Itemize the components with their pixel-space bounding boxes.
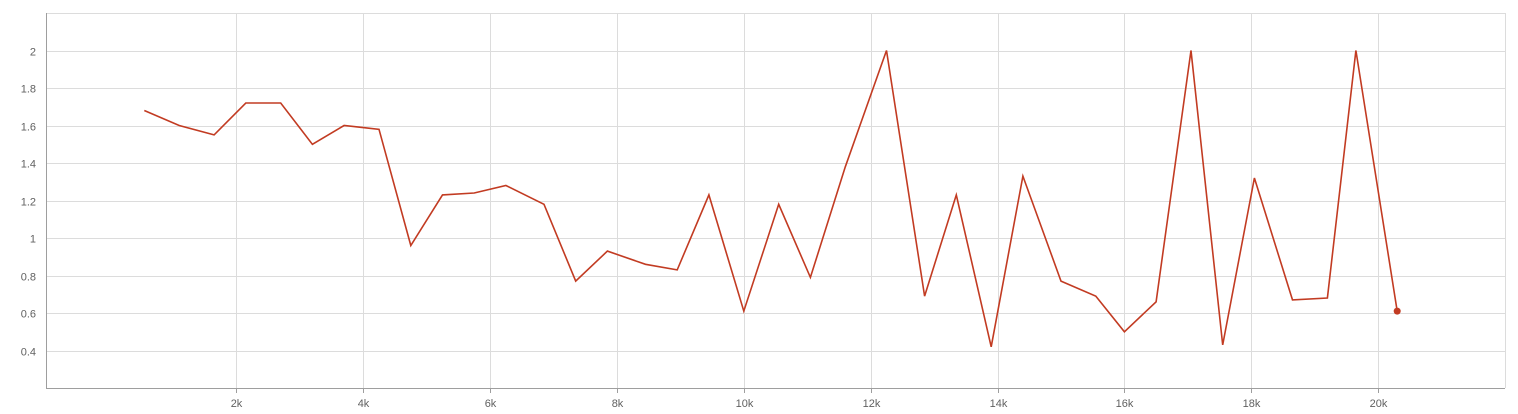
x-tick-label: 20k <box>1370 398 1388 410</box>
x-tick-label: 6k <box>485 398 497 410</box>
series-line <box>143 50 1398 347</box>
x-tick-label: 14k <box>990 398 1008 410</box>
x-tick-label: 4k <box>358 398 370 410</box>
grid <box>46 13 1506 388</box>
y-tick-label: 0.6 <box>21 309 36 321</box>
y-tick-label: 1.8 <box>21 84 36 96</box>
axes <box>46 13 1505 393</box>
x-tick-label: 10k <box>736 398 754 410</box>
last-point-marker <box>1393 307 1401 315</box>
y-tick-label: 2 <box>30 47 36 59</box>
y-tick-label: 0.4 <box>21 347 36 359</box>
x-tick-label: 2k <box>231 398 243 410</box>
y-tick-label: 1.2 <box>21 197 36 209</box>
x-tick-label: 12k <box>863 398 881 410</box>
x-tick-label: 16k <box>1116 398 1134 410</box>
y-tick-label: 0.8 <box>21 272 36 284</box>
tick-labels: 0.4 0.6 0.8 1 1.2 1.4 1.6 1.8 2 2k 4k 6k 8k 10k 12k 14k… <box>21 47 1388 411</box>
series-layer <box>143 50 1401 347</box>
x-tick-label: 18k <box>1243 398 1261 410</box>
x-tick-label: 8k <box>612 398 624 410</box>
y-tick-label: 1.6 <box>21 122 36 134</box>
y-tick-label: 1 <box>30 234 36 246</box>
y-tick-label: 1.4 <box>21 159 36 171</box>
